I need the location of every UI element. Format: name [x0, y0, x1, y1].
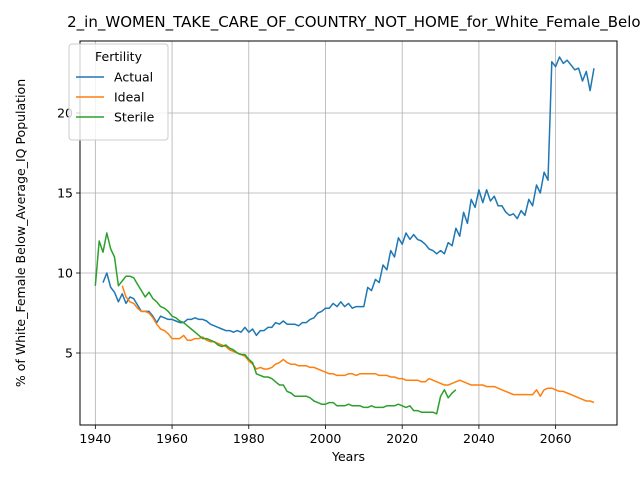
legend-box — [68, 43, 169, 141]
x-tick-label: 1980 — [233, 431, 265, 446]
legend-title: Fertility — [95, 49, 143, 64]
y-tick-label: 5 — [65, 346, 73, 361]
grid-lines — [80, 41, 617, 425]
x-tick-label: 2000 — [310, 431, 342, 446]
x-tick-label: 1940 — [79, 431, 111, 446]
legend-label-actual: Actual — [114, 70, 153, 85]
x-tick-label: 1960 — [156, 431, 188, 446]
x-tick-label: 2020 — [386, 431, 418, 446]
x-tick-label: 2060 — [540, 431, 572, 446]
y-axis-label: % of White_Female Below_Average_IQ Popul… — [13, 79, 28, 387]
y-tick-label: 15 — [57, 186, 73, 201]
legend-label-sterile: Sterile — [114, 110, 155, 125]
legend-label-ideal: Ideal — [114, 90, 144, 105]
legend: Fertility Actual Ideal Sterile — [68, 43, 169, 141]
x-axis-label: Years — [331, 449, 365, 464]
series-lines — [94, 56, 595, 415]
series-line-actual — [102, 56, 595, 337]
legend-items: Actual Ideal Sterile — [76, 70, 155, 125]
x-tick-label: 2040 — [463, 431, 495, 446]
x-axis: 1940 1960 1980 2000 2020 2040 2060 — [79, 425, 572, 446]
y-tick-label: 10 — [57, 266, 73, 281]
chart-title: 2_in_WOMEN_TAKE_CARE_OF_COUNTRY_NOT_HOME… — [67, 13, 640, 32]
plot-area-frame — [79, 40, 618, 426]
series-line-sterile — [94, 232, 457, 415]
